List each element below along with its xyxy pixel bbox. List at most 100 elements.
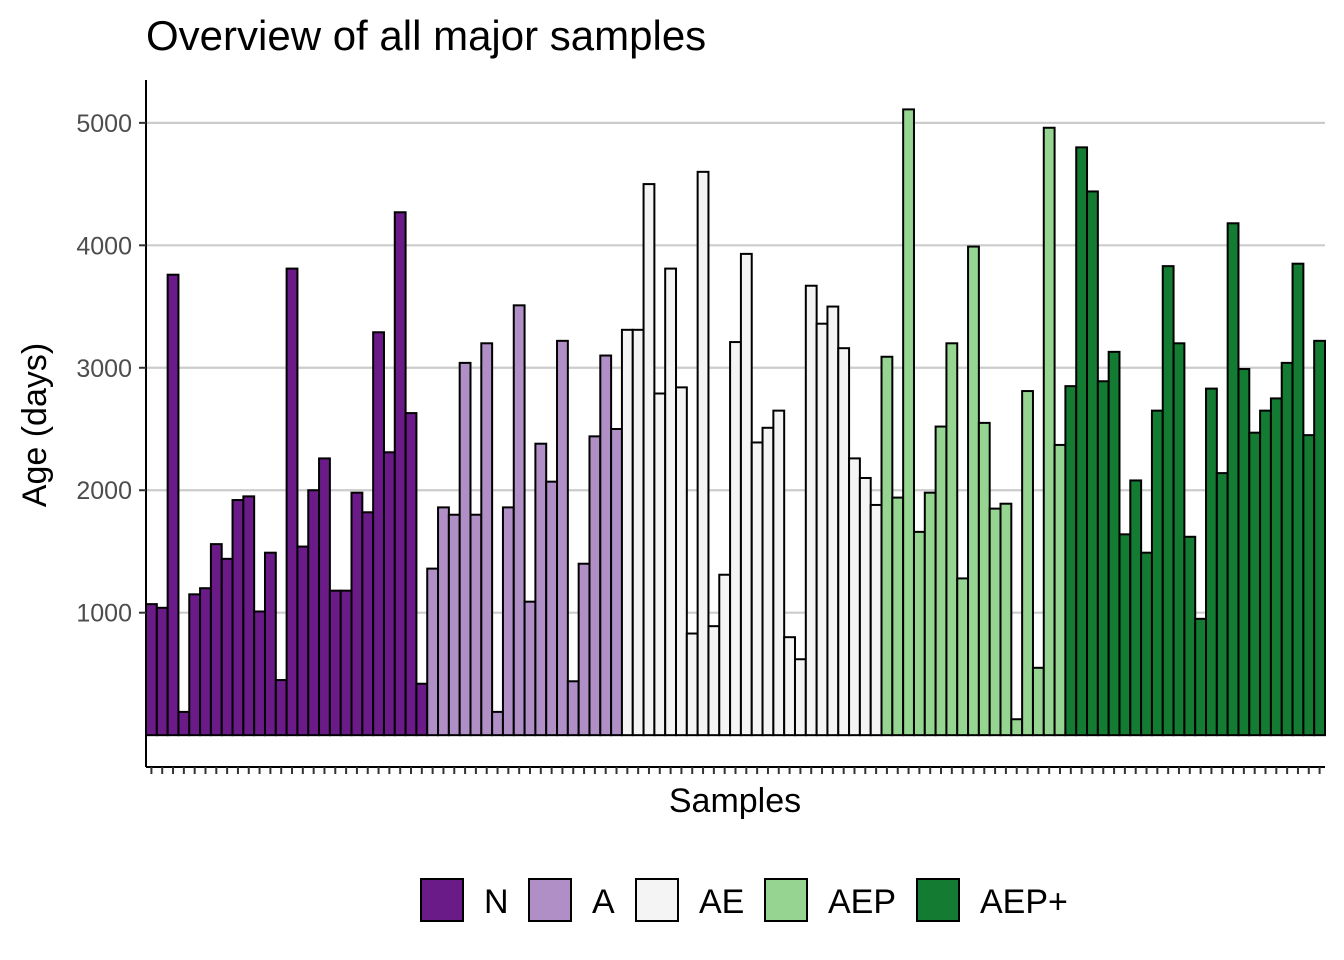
- bar: [209, 543, 223, 737]
- bar: [545, 480, 559, 737]
- legend-label: A: [592, 883, 615, 921]
- bar: [274, 679, 288, 737]
- legend-swatch: [635, 878, 679, 922]
- bar: [512, 304, 526, 737]
- y-tick-label: 5000: [76, 110, 132, 138]
- bar: [718, 573, 732, 737]
- bar: [599, 354, 613, 737]
- bar: [404, 412, 418, 737]
- bar: [1259, 409, 1272, 737]
- bar: [729, 341, 742, 737]
- bar: [988, 507, 1002, 737]
- bar: [977, 421, 991, 737]
- bar: [696, 170, 710, 737]
- bar: [437, 506, 450, 737]
- legend-swatch: [528, 878, 572, 922]
- bar: [1205, 387, 1218, 737]
- bar: [382, 451, 396, 737]
- bar: [956, 577, 970, 737]
- bar: [372, 331, 385, 737]
- bar: [1194, 617, 1208, 737]
- bar: [220, 557, 234, 737]
- bar: [912, 530, 926, 737]
- bar: [837, 347, 851, 737]
- bar: [1140, 551, 1153, 737]
- bar: [491, 710, 504, 737]
- bar: [1118, 533, 1132, 737]
- bar: [685, 632, 699, 737]
- bar: [534, 442, 548, 737]
- bar: [1313, 339, 1327, 737]
- bar: [177, 710, 191, 737]
- legend: N A AE AEP AEP+: [420, 878, 1068, 922]
- bar: [1226, 222, 1240, 737]
- chart-title: Overview of all major samples: [146, 12, 706, 59]
- legend-label: AEP+: [980, 883, 1068, 921]
- bar: [1280, 361, 1294, 737]
- bar: [556, 339, 569, 737]
- bar: [188, 593, 202, 737]
- bar: [566, 680, 580, 737]
- bar: [328, 589, 342, 737]
- bar: [653, 392, 667, 737]
- bar: [307, 489, 321, 737]
- bar: [848, 457, 861, 737]
- bar: [772, 409, 786, 737]
- bars-group: [145, 108, 1327, 737]
- bar: [155, 606, 169, 737]
- x-ticks-group: [150, 767, 1321, 774]
- bar: [804, 284, 818, 737]
- bar: [415, 682, 429, 737]
- bar: [253, 610, 266, 737]
- x-axis-title: Samples: [669, 782, 801, 820]
- bar: [750, 441, 764, 737]
- bar: [1248, 431, 1262, 737]
- bar: [469, 513, 483, 737]
- bar: [815, 322, 829, 737]
- bar: [1086, 190, 1099, 737]
- bar: [967, 245, 980, 737]
- bar: [934, 425, 948, 737]
- bar: [707, 625, 721, 737]
- bar: [642, 183, 656, 737]
- bar: [263, 551, 277, 737]
- legend-swatch: [764, 878, 808, 922]
- bar: [826, 305, 840, 737]
- legend-swatch: [420, 878, 464, 922]
- bar: [480, 342, 494, 737]
- bar: [1161, 265, 1175, 737]
- bar: [880, 355, 894, 737]
- legend-label: AE: [699, 883, 744, 921]
- bar: [361, 511, 375, 737]
- bar: [631, 328, 645, 737]
- legend-label: AEP: [828, 883, 896, 921]
- legend-swatch: [916, 878, 960, 922]
- bar: [242, 495, 256, 737]
- bar: [869, 503, 883, 737]
- bar: [1021, 390, 1034, 737]
- bar: [783, 636, 796, 737]
- bar: [1215, 472, 1229, 737]
- bar: [231, 499, 245, 737]
- bar: [945, 342, 959, 737]
- bar: [1107, 350, 1121, 737]
- y-tick-label: 1000: [76, 600, 132, 628]
- bar: [1010, 718, 1024, 737]
- bar: [285, 267, 299, 737]
- bar: [739, 252, 753, 737]
- legend-label: N: [484, 883, 509, 921]
- bar: [523, 600, 537, 737]
- bar: [458, 361, 472, 737]
- bar: [350, 491, 364, 737]
- bar: [339, 589, 353, 737]
- y-tick-label: 3000: [76, 355, 132, 383]
- bar: [1302, 434, 1316, 737]
- bar: [1150, 409, 1164, 737]
- bar: [1183, 535, 1197, 737]
- bar: [610, 428, 623, 737]
- bar: [1042, 126, 1056, 737]
- y-tick-label: 4000: [76, 232, 132, 260]
- bar: [588, 435, 602, 737]
- y-axis-title: Age (days): [16, 343, 54, 507]
- bar: [1031, 666, 1045, 737]
